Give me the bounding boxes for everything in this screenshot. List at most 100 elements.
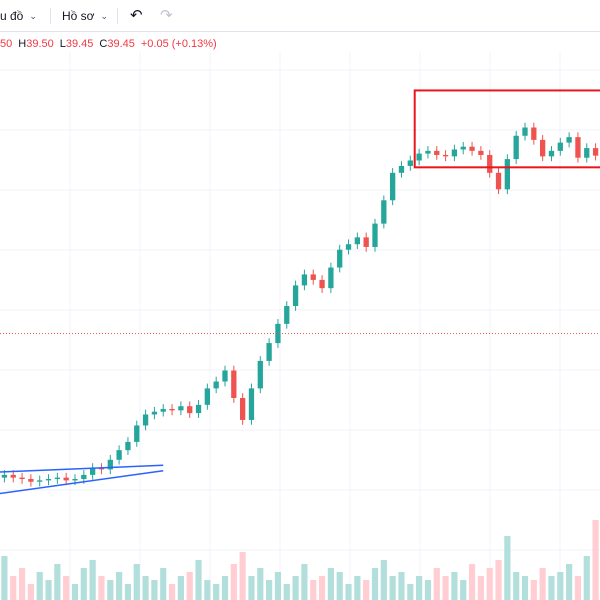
volume-bar bbox=[124, 584, 132, 600]
candle-body bbox=[372, 223, 378, 247]
candle-body bbox=[487, 154, 493, 173]
candle-body bbox=[169, 408, 175, 411]
volume-bar bbox=[354, 576, 361, 600]
toolbar-divider bbox=[117, 8, 118, 24]
candle-body bbox=[142, 414, 149, 426]
volume-bar bbox=[160, 568, 167, 600]
volume-bar bbox=[45, 580, 52, 600]
candle-body bbox=[522, 127, 528, 136]
legend-close: 39.45 bbox=[107, 38, 135, 50]
candle-body bbox=[354, 237, 360, 245]
volume-bar bbox=[283, 584, 290, 600]
candle-body bbox=[425, 150, 431, 154]
volume-bar bbox=[142, 576, 149, 600]
chart-menu-button[interactable]: u đồ ⌄ bbox=[0, 6, 37, 26]
candle-body bbox=[451, 149, 458, 157]
volume-bar bbox=[477, 576, 484, 600]
candle-body bbox=[248, 388, 255, 420]
volume-bar bbox=[18, 568, 26, 600]
toolbar-divider bbox=[50, 8, 51, 24]
candle-body bbox=[178, 406, 184, 411]
profile-menu-button[interactable]: Hồ sơ ⌄ bbox=[62, 6, 108, 26]
candle-body bbox=[531, 127, 537, 140]
trendline-upper bbox=[0, 464, 164, 473]
candle-body bbox=[134, 425, 140, 442]
volume-bar bbox=[168, 584, 176, 600]
volume-bar bbox=[248, 576, 255, 600]
volume-bar bbox=[292, 576, 299, 600]
candle-body bbox=[275, 323, 281, 344]
candle-body bbox=[90, 468, 96, 475]
volume-bar bbox=[54, 564, 61, 600]
legend-low: 39.45 bbox=[65, 38, 94, 50]
candle-body bbox=[469, 146, 475, 151]
candle-body bbox=[301, 274, 308, 286]
volume-bar bbox=[451, 572, 458, 600]
volume-bar bbox=[133, 564, 140, 600]
volume-bar bbox=[71, 584, 79, 600]
candle-body bbox=[45, 478, 52, 481]
candle-body bbox=[584, 148, 590, 158]
volume-bar bbox=[327, 568, 334, 600]
chevron-down-icon: ⌄ bbox=[29, 10, 37, 21]
candle-body bbox=[54, 477, 60, 479]
volume-bar bbox=[574, 576, 582, 600]
candle-body bbox=[257, 360, 263, 389]
candle-body bbox=[231, 370, 237, 398]
redo-icon[interactable]: ↷ bbox=[160, 7, 173, 24]
volume-bar bbox=[424, 580, 432, 600]
candle-body bbox=[345, 244, 352, 250]
candle-body bbox=[19, 477, 25, 479]
volume-bar bbox=[486, 568, 493, 600]
volume-bar bbox=[98, 576, 105, 600]
trendline-lower bbox=[0, 470, 164, 495]
candle-body bbox=[10, 474, 16, 478]
volume-bar bbox=[257, 568, 264, 600]
undo-icon[interactable]: ↶ bbox=[130, 7, 143, 24]
volume-bar bbox=[407, 584, 414, 600]
candle-body bbox=[434, 150, 440, 155]
candle-body bbox=[566, 137, 572, 143]
volume-bar bbox=[548, 576, 555, 600]
candle-body bbox=[557, 142, 563, 151]
volume-bar bbox=[107, 580, 114, 600]
legend-high: 39.50 bbox=[26, 38, 54, 50]
volume-bar bbox=[513, 572, 520, 600]
volume-bar bbox=[495, 560, 502, 600]
candle-body bbox=[398, 165, 405, 173]
candle-body bbox=[266, 343, 272, 361]
volume-bar bbox=[318, 576, 326, 600]
volume-bar bbox=[213, 584, 220, 600]
candle-body bbox=[337, 249, 343, 268]
chevron-down-icon: ⌄ bbox=[100, 10, 109, 21]
volume-bar bbox=[151, 580, 158, 600]
volume-bar bbox=[336, 572, 343, 600]
volume-bar bbox=[310, 580, 317, 600]
candle-body bbox=[222, 370, 228, 382]
candle-body bbox=[363, 237, 369, 247]
volume-bar bbox=[274, 572, 282, 600]
profile-menu-label: Hồ sơ bbox=[62, 9, 95, 23]
candle-body bbox=[37, 480, 43, 482]
candle-body bbox=[292, 285, 299, 306]
volume-bar bbox=[10, 576, 17, 600]
candle-body bbox=[416, 153, 422, 161]
volume-bar bbox=[186, 572, 193, 600]
volume-bar bbox=[557, 572, 564, 600]
volume-bar bbox=[266, 580, 273, 600]
volume-bar bbox=[63, 576, 70, 600]
volume-bar bbox=[1, 556, 8, 600]
volume-bar bbox=[530, 580, 537, 600]
legend-low-key: L bbox=[59, 38, 66, 50]
candle-body bbox=[319, 279, 325, 289]
candle-body bbox=[478, 150, 484, 155]
volume-bar bbox=[521, 576, 529, 600]
volume-bar bbox=[468, 564, 476, 600]
candle-body bbox=[116, 450, 122, 460]
candle-body bbox=[548, 150, 555, 157]
legend-high-key: H bbox=[18, 38, 27, 50]
volume-bar bbox=[592, 520, 599, 600]
volume-bar bbox=[27, 584, 34, 600]
candle-body bbox=[63, 477, 69, 481]
